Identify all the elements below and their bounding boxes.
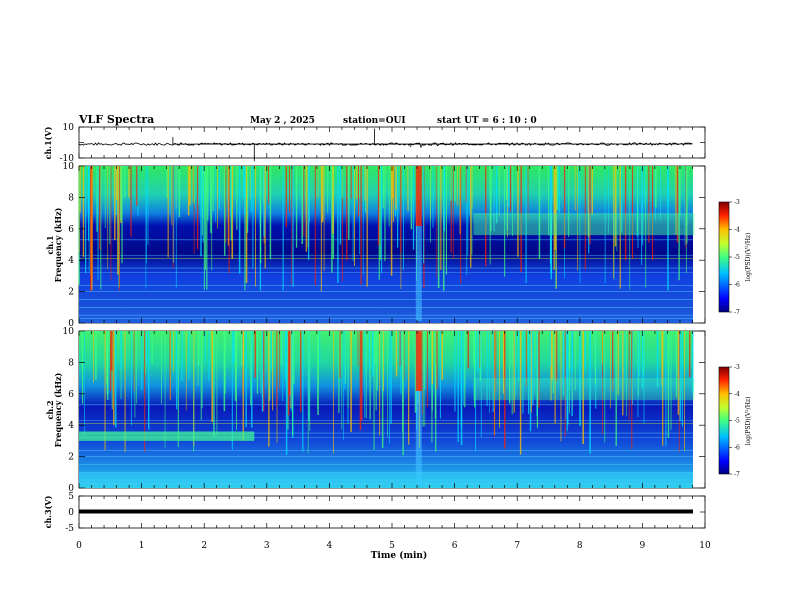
date-label: May 2 , 2025 xyxy=(250,116,315,126)
ch2-colorbar-label: log(PSD)(V²/Hz) xyxy=(745,397,752,446)
emission-band xyxy=(473,378,695,401)
ch3-waveform-panel: 5 0 -5 ch.3(V) xyxy=(43,492,706,534)
x-tick-label: 0 xyxy=(76,541,82,551)
ch1-spectrogram-ticks xyxy=(78,165,706,324)
colorbar-tick-label: -6 xyxy=(734,444,740,451)
ch1-waveform-ticks xyxy=(78,126,706,159)
ch1-spectrogram-panel: 0 2 4 6 8 10 ch.1 Frequency (kHz) xyxy=(45,162,706,329)
y-tick-label: 2 xyxy=(68,453,74,463)
x-tick-label: 10 xyxy=(699,541,711,551)
ch2-spec-ylabel-channel: ch.2 xyxy=(45,400,55,419)
emission-band-low xyxy=(79,431,255,441)
ch2-spectrogram-ticks xyxy=(78,330,706,489)
x-tick-label: 3 xyxy=(264,541,270,551)
ch2-spec-ylabel: Frequency (kHz) xyxy=(53,372,63,447)
y-tick-label: 2 xyxy=(68,288,74,298)
x-tick-label: 1 xyxy=(139,541,145,551)
ch2-spectrogram-features xyxy=(79,331,695,488)
y-tick-label: 0 xyxy=(68,484,74,494)
ch1-spectrogram-ytick-labels: 0 2 4 6 8 10 xyxy=(63,162,75,329)
y-tick-label: 6 xyxy=(68,225,74,235)
colorbar-tick-label: -3 xyxy=(734,199,740,206)
ch1-ytick-bottom: -10 xyxy=(60,154,75,164)
x-tick-label: 4 xyxy=(327,541,333,551)
x-tick-label: 9 xyxy=(640,541,646,551)
sferic-burst-strong xyxy=(415,391,422,486)
y-tick-label: 10 xyxy=(63,162,75,172)
y-tick-label: 8 xyxy=(68,358,74,368)
figure-title: VLF Spectra xyxy=(78,113,154,126)
ch1-waveform-panel: 10 -10 ch.1(V) xyxy=(43,123,706,164)
x-tick-label: 6 xyxy=(452,541,458,551)
colorbar-tick-label: -5 xyxy=(734,254,740,261)
y-tick-label: 4 xyxy=(68,256,74,266)
colorbar-tick-label: -7 xyxy=(734,309,740,316)
ch1-spectrogram-features xyxy=(78,166,695,321)
ch1-ylabel: ch.1(V) xyxy=(43,126,53,159)
sferic-burst-strong xyxy=(415,226,422,321)
ch3-ytick-top: 5 xyxy=(68,492,74,502)
colorbar-tick-label: -3 xyxy=(734,364,740,371)
sferic-burst-strong xyxy=(415,166,422,226)
colorbar-tick-label: -4 xyxy=(734,391,740,398)
ch3-ytick-bottom: -5 xyxy=(65,524,74,534)
ch1-colorbar: -3 -4 -5 -6 -7 log(PSD)(V²/Hz) xyxy=(718,199,752,316)
ch1-spec-ylabel-channel: ch.1 xyxy=(45,235,55,254)
ch2-colorbar: -3 -4 -5 -6 -7 log(PSD)(V²/Hz) xyxy=(718,364,752,478)
x-tick-label: 2 xyxy=(201,541,207,551)
x-tick-label: 7 xyxy=(514,541,520,551)
ch1-waveform-trace xyxy=(78,128,693,162)
y-tick-label: 6 xyxy=(68,390,74,400)
colorbar-tick-label: -7 xyxy=(734,471,740,478)
ch2-spectrogram-panel: 0 2 4 6 8 10 ch.2 Frequency (kHz) xyxy=(45,327,706,494)
low-frequency-noise xyxy=(79,472,693,488)
colorbar-tick-label: -4 xyxy=(734,227,740,234)
ch1-colorbar-label: log(PSD)(V²/Hz) xyxy=(745,233,752,282)
colorbar-tick-label: -5 xyxy=(734,418,740,425)
ch3-ytick-mid: 0 xyxy=(68,508,74,518)
y-tick-label: 10 xyxy=(63,327,75,337)
ch2-colorbar-ticks: -3 -4 -5 -6 -7 xyxy=(729,364,740,478)
ch1-ytick-top: 10 xyxy=(63,123,75,133)
x-axis-tick-labels: 0 1 2 3 4 5 6 7 8 9 10 xyxy=(76,541,711,551)
ch3-waveform-ticks xyxy=(78,495,706,529)
sferic-burst-strong xyxy=(415,331,422,391)
x-axis-label: Time (min) xyxy=(371,550,428,561)
y-tick-label: 8 xyxy=(68,193,74,203)
colorbar-tick-label: -6 xyxy=(734,282,740,289)
station-label: station=OUI xyxy=(343,116,406,126)
y-tick-label: 0 xyxy=(68,319,74,329)
x-tick-label: 8 xyxy=(577,541,583,551)
start-ut-label: start UT = 6 : 10 : 0 xyxy=(437,116,537,126)
ch2-spectrogram-ytick-labels: 0 2 4 6 8 10 xyxy=(63,327,75,494)
x-tick-label: 5 xyxy=(389,541,395,551)
ch1-spectrogram-image xyxy=(79,166,693,323)
ch1-colorbar-ticks: -3 -4 -5 -6 -7 xyxy=(729,199,740,316)
y-tick-label: 4 xyxy=(68,421,74,431)
emission-band xyxy=(473,213,695,236)
ch1-spec-ylabel: Frequency (kHz) xyxy=(53,207,63,282)
ch3-ylabel: ch.3(V) xyxy=(43,495,53,528)
